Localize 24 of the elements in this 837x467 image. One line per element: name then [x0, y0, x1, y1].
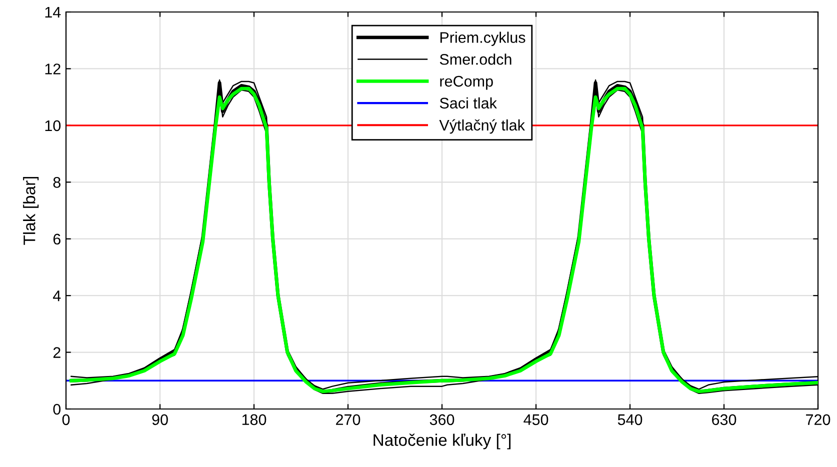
legend-label: Saci tlak [440, 97, 497, 109]
y-tick-label: 2 [53, 347, 60, 358]
y-tick-label: 4 [52, 290, 61, 302]
x-axis-title: Natočenie kľuky [°] [374, 434, 510, 450]
x-tick-label: 180 [242, 414, 266, 426]
x-tick-label: 450 [524, 414, 548, 426]
y-tick-label: 6 [53, 234, 60, 245]
legend-label: Smer.odch [440, 54, 512, 65]
y-tick-label: 12 [45, 64, 60, 74]
y-tick-label: 0 [53, 404, 61, 415]
y-axis-title: Tlak [bar] [23, 176, 39, 245]
x-tick-label: 720 [806, 414, 830, 426]
y-tick-label: 10 [45, 120, 61, 132]
x-tick-label: 270 [336, 414, 360, 426]
ref-line-label: Výtlačný tlak [439, 119, 525, 134]
x-tick-label: 90 [152, 414, 168, 426]
legend-label: Priem.cyklus [440, 32, 526, 46]
x-tick-label: 0 [62, 414, 70, 426]
y-tick-label: 8 [53, 177, 60, 188]
y-tick-label: 14 [45, 7, 61, 18]
x-tick-label: 540 [618, 414, 642, 426]
x-tick-label: 630 [712, 414, 736, 426]
legend-label: reComp [440, 76, 493, 90]
x-tick-label: 360 [430, 414, 454, 426]
